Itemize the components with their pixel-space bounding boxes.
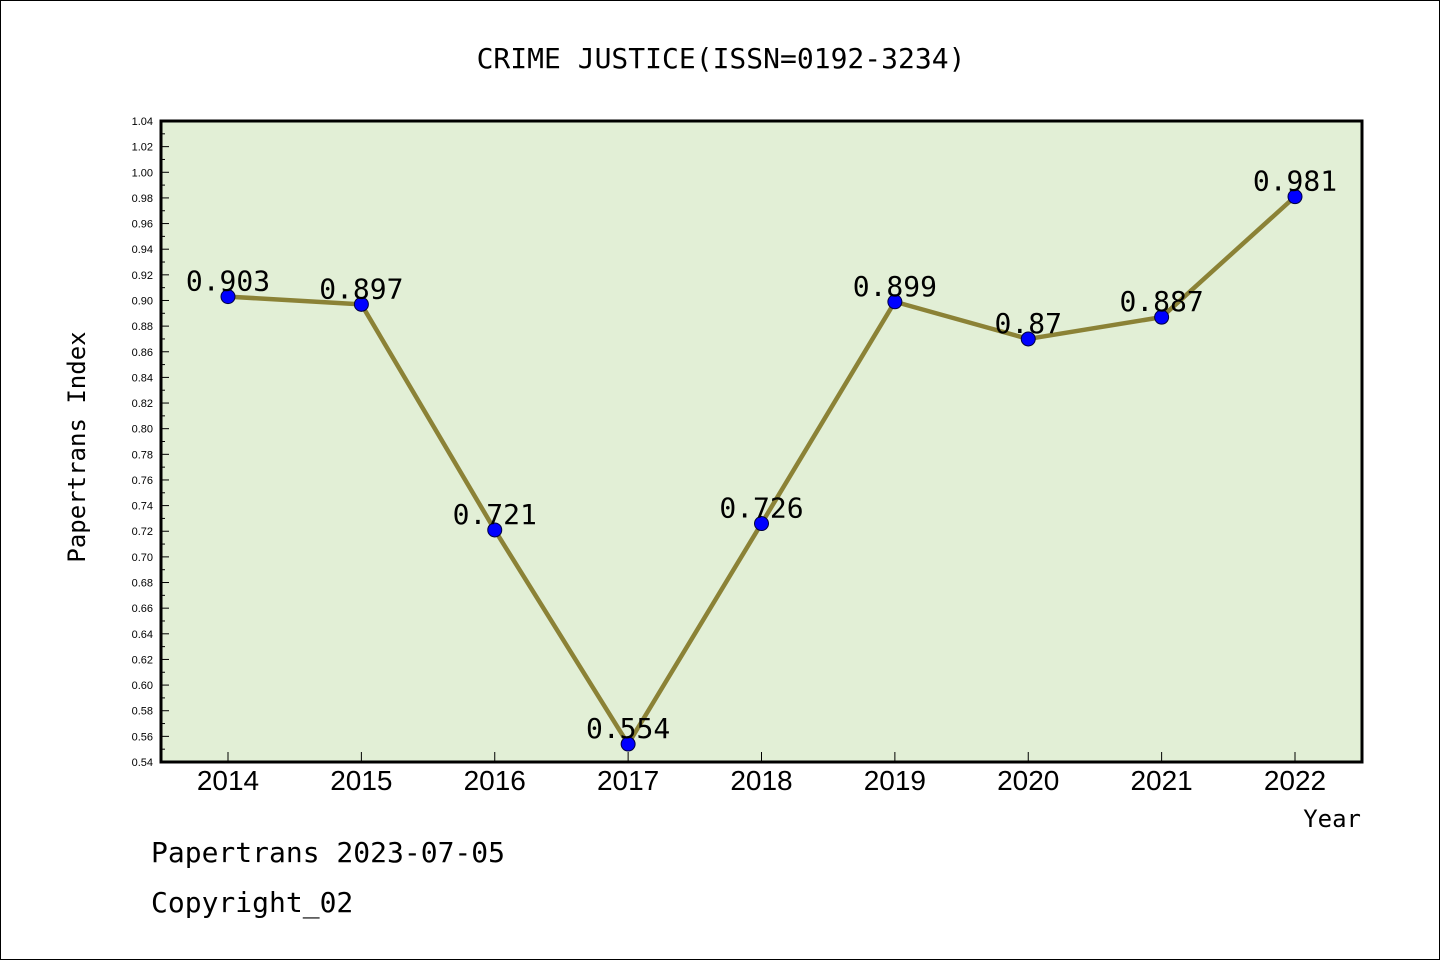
y-tick-label: 1.04: [132, 116, 153, 128]
y-tick-label: 0.70: [132, 552, 153, 564]
data-point: [220, 289, 236, 305]
data-series: [220, 189, 1303, 752]
data-point: [754, 516, 769, 532]
data-label: 0.897: [319, 272, 403, 305]
y-axis: 0.54 0.56 0.58 0.60 0.62 0.64 0.66 0.68 0.70 0.72…: [132, 116, 169, 769]
data-point: [887, 294, 903, 310]
footer-date-text: Papertrans 2023-07-05: [151, 836, 506, 869]
y-tick-label: 0.66: [132, 603, 153, 615]
x-tick-label: 2015: [330, 765, 392, 796]
y-tick-label: 0.54: [132, 757, 153, 769]
x-tick-label: 2020: [997, 765, 1059, 796]
y-tick-label: 0.90: [132, 295, 153, 307]
y-tick-label: 0.68: [132, 578, 153, 590]
x-tick-label: 2018: [730, 765, 792, 796]
y-tick-label: 0.78: [132, 449, 153, 461]
y-tick-label: 0.82: [132, 398, 153, 410]
data-point: [1020, 331, 1036, 347]
data-label: 0.899: [853, 270, 937, 303]
data-point: [620, 736, 636, 752]
y-tick-label: 0.84: [132, 372, 153, 384]
y-tick-label: 0.98: [132, 193, 153, 205]
x-axis: 2014 2015 2016 2017 2018 2019 2020 2021 2022: [197, 752, 1326, 796]
x-tick-label: 2022: [1264, 765, 1326, 796]
data-labels: 0.903 0.897 0.721 0.554 0.726 0.899 0.87 0.887 0…: [186, 165, 1337, 745]
data-point: [1287, 189, 1303, 205]
y-tick-label: 0.74: [132, 501, 153, 513]
y-tick-label: 0.76: [132, 475, 153, 487]
x-tick-label: 2017: [597, 765, 659, 796]
y-tick-label: 0.64: [132, 629, 153, 641]
y-tick-label: 0.88: [132, 321, 153, 333]
y-tick-label: 0.60: [132, 680, 153, 692]
y-tick-label: 0.62: [132, 654, 153, 666]
data-label: 0.87: [995, 307, 1062, 340]
data-label: 0.554: [586, 712, 670, 745]
y-tick-label: 0.80: [132, 424, 153, 436]
y-tick-label: 0.96: [132, 219, 153, 231]
y-tick-label: 0.94: [132, 244, 153, 256]
y-tick-label: 0.56: [132, 731, 153, 743]
y-tick-label: 0.92: [132, 270, 153, 282]
data-label: 0.721: [453, 498, 537, 531]
x-tick-label: 2019: [864, 765, 926, 796]
x-tick-label: 2014: [197, 765, 259, 796]
data-point: [487, 522, 503, 538]
plot-area: [159, 119, 1364, 764]
y-axis-title: Papertrans Index: [63, 331, 91, 562]
data-point: [353, 296, 369, 312]
y-tick-label: 1.02: [132, 142, 153, 154]
data-label: 0.726: [719, 492, 803, 525]
y-tick-label: 0.58: [132, 706, 153, 718]
x-axis-title: Year: [1303, 805, 1361, 833]
data-label: 0.903: [186, 265, 270, 298]
y-tick-label: 0.86: [132, 347, 153, 359]
x-tick-label: 2021: [1130, 765, 1192, 796]
data-label: 0.887: [1119, 285, 1203, 318]
chart-title: CRIME JUSTICE(ISSN=0192-3234): [477, 42, 966, 75]
x-tick-label: 2016: [464, 765, 526, 796]
data-point: [1154, 309, 1170, 325]
footer-copyright-text: Copyright_02: [151, 886, 354, 919]
y-tick-label: 1.00: [132, 167, 153, 179]
data-label: 0.981: [1253, 165, 1337, 198]
y-tick-label: 0.72: [132, 526, 153, 538]
